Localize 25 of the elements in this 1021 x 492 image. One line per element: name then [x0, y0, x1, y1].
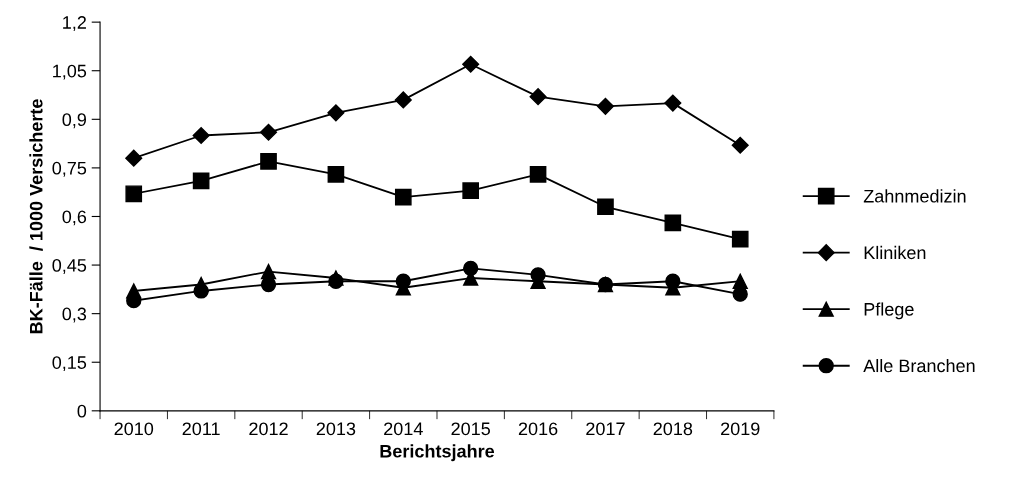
- y-tick-label: 0,9: [62, 113, 87, 129]
- x-tick-label: 2011: [182, 422, 220, 436]
- y-tick-label: 0,6: [62, 210, 87, 226]
- legend-label: Alle Branchen: [863, 358, 975, 373]
- x-tick-label: 2013: [316, 422, 356, 436]
- y-axis-title: BK-Fälle / 1000 Versicherte: [29, 99, 43, 334]
- x-tick-label: 2015: [451, 422, 491, 436]
- y-tick-label: 0,15: [52, 356, 87, 372]
- y-tick-label: 1,05: [53, 64, 87, 80]
- y-tick-label: 1,2: [63, 16, 86, 31]
- x-tick-label: 2018: [653, 422, 693, 436]
- x-tick-label: 2010: [114, 422, 154, 436]
- x-axis-title: Berichtsjahre: [380, 444, 495, 462]
- y-tick-label: 0,45: [52, 259, 87, 274]
- y-tick-label: 0,75: [52, 161, 87, 177]
- x-tick-label: 2012: [249, 422, 288, 436]
- x-tick-label: 2019: [721, 422, 760, 436]
- x-tick-label: 2016: [518, 422, 558, 436]
- y-tick-label: 0,3: [62, 307, 87, 323]
- x-tick-label: 2014: [384, 422, 423, 436]
- legend-label: Zahnmedizin: [863, 189, 966, 203]
- legend-label: Kliniken: [864, 245, 926, 260]
- legend-label: Pflege: [864, 302, 914, 320]
- y-tick-label: 0: [77, 404, 87, 418]
- x-tick-label: 2017: [586, 422, 625, 436]
